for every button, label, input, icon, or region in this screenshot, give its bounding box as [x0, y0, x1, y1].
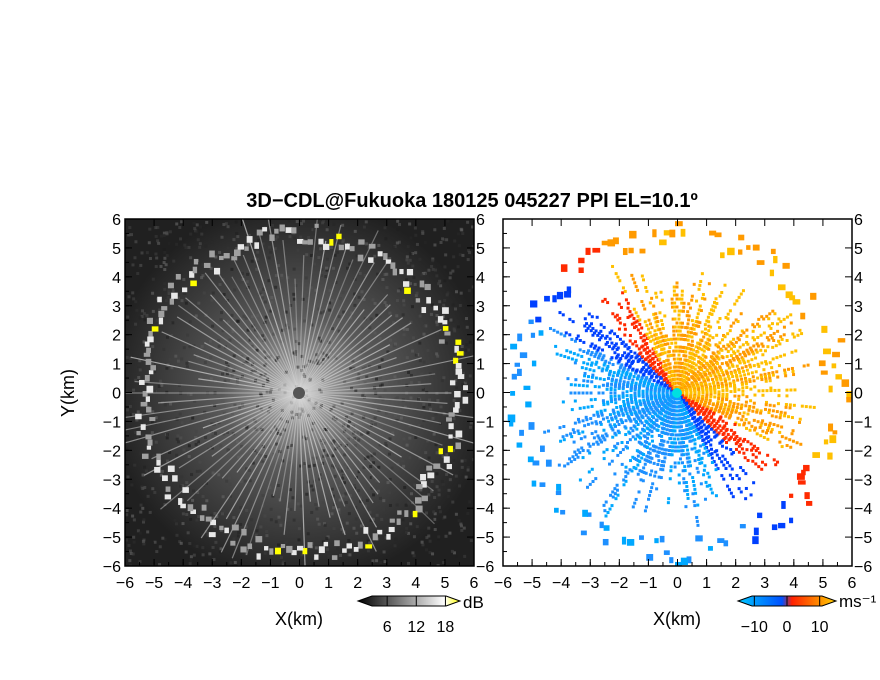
reflectivity-echo-ring [135, 223, 469, 560]
x-tick-label: −1 [639, 575, 657, 592]
y-tick-label-right: 3 [476, 299, 485, 316]
y-tick-label-right: 6 [476, 212, 485, 229]
x-tick-label: −5 [145, 575, 163, 592]
y-tick-label-right: 3 [854, 299, 863, 316]
x-tick-label: −3 [581, 575, 599, 592]
x-tick-label: −6 [116, 575, 134, 592]
x-tick-label: 4 [789, 575, 798, 592]
chart-title: 3D−CDL@Fukuoka 180125 045227 PPI EL=10.1… [246, 190, 698, 212]
reflectivity-rays [125, 219, 474, 566]
y-tick-label-right: 4 [854, 270, 863, 287]
y-tick-label: 4 [112, 270, 121, 287]
x-tick-label: 6 [470, 575, 479, 592]
y-tick-label: 0 [112, 386, 121, 403]
x-tick-label: 4 [411, 575, 420, 592]
y-tick-label-right: 5 [476, 241, 485, 258]
radar-site-marker [293, 387, 305, 399]
reflectivity-ylabel: Y(km) [58, 369, 78, 417]
velocity-echo-ring [507, 221, 852, 566]
radar-site-marker-velocity [672, 388, 682, 398]
x-tick-label: 2 [731, 575, 740, 592]
y-tick-label: −6 [103, 559, 121, 576]
y-tick-label-right: 2 [476, 328, 485, 345]
velocity-rays [543, 264, 816, 527]
reflectivity-panel: −6 −5 −4 −3 −2 −1 0 1 2 3 4 5 66 65 54 43 32 21 10 0−1 −1−2−… [58, 212, 494, 629]
x-tick-label: −1 [261, 575, 279, 592]
colorbar-tick-label: 12 [407, 619, 425, 636]
y-tick-label-right: −4 [854, 501, 872, 518]
y-tick-label-right: 2 [854, 328, 863, 345]
x-tick-label: 0 [295, 575, 304, 592]
y-tick-label-right: 4 [476, 270, 485, 287]
y-tick-label-right: −1 [476, 414, 494, 431]
colorbar-tick-label: 0 [783, 619, 792, 636]
velocity-xlabel: X(km) [653, 609, 701, 629]
velocity-colorbar: −10 0 10 ms⁻¹ [736, 592, 877, 636]
y-tick-label: −1 [103, 414, 121, 431]
y-tick-label-right: −5 [854, 530, 872, 547]
y-tick-label: 5 [112, 241, 121, 258]
y-tick-label-right: −1 [854, 414, 872, 431]
y-tick-label-right: −4 [476, 501, 494, 518]
colorbar-tick-label: 18 [437, 619, 455, 636]
colorbar-tick-label: 10 [811, 619, 829, 636]
x-tick-label: 1 [324, 575, 333, 592]
colorbar-tick-label: −10 [741, 619, 768, 636]
x-tick-label: 3 [760, 575, 769, 592]
y-tick-label-right: −3 [476, 472, 494, 489]
x-tick-label: 3 [382, 575, 391, 592]
y-tick-label: −2 [103, 443, 121, 460]
y-tick-label: 1 [112, 357, 121, 374]
y-tick-label: −5 [103, 530, 121, 547]
x-tick-label: −2 [232, 575, 250, 592]
y-tick-label-right: 1 [854, 357, 863, 374]
y-tick-label: 3 [112, 299, 121, 316]
y-tick-label: −4 [103, 501, 121, 518]
y-tick-label-right: 0 [476, 386, 485, 403]
y-tick-label-right: −3 [854, 472, 872, 489]
colorbar-tick-label: 6 [383, 619, 392, 636]
y-tick-label-right: −6 [476, 559, 494, 576]
velocity-colorbar-unit: ms⁻¹ [839, 592, 877, 611]
reflectivity-xlabel: X(km) [275, 609, 323, 629]
x-tick-label: −4 [552, 575, 570, 592]
x-tick-label: 5 [818, 575, 827, 592]
y-tick-label-right: 5 [854, 241, 863, 258]
x-tick-label: −3 [203, 575, 221, 592]
y-tick-label: 6 [112, 212, 121, 229]
y-tick-label-right: 1 [476, 357, 485, 374]
velocity-panel: −6 −5 −4 −3 −2 −1 0 1 2 3 4 5 6 6 5 4 3 2 1 0 −1 −2 −3 −4 −5 −6 X… [494, 212, 872, 629]
y-tick-label-right: 6 [854, 212, 863, 229]
x-tick-label: −2 [610, 575, 628, 592]
x-tick-label: 5 [440, 575, 449, 592]
y-tick-label-right: −6 [854, 559, 872, 576]
y-tick-label: 2 [112, 328, 121, 345]
x-tick-label: 6 [848, 575, 857, 592]
x-tick-label: −4 [174, 575, 192, 592]
x-tick-label: −5 [523, 575, 541, 592]
x-tick-label: 0 [673, 575, 682, 592]
x-tick-label: −6 [494, 575, 512, 592]
reflectivity-colorbar-unit: dB [463, 593, 484, 612]
y-tick-label-right: 0 [854, 386, 863, 403]
x-tick-label: 2 [353, 575, 362, 592]
y-tick-label: −3 [103, 472, 121, 489]
y-tick-label-right: −5 [476, 530, 494, 547]
y-tick-label-right: −2 [476, 443, 494, 460]
x-tick-label: 1 [702, 575, 711, 592]
reflectivity-colorbar: 6 12 18 dB [356, 593, 484, 636]
y-tick-label-right: −2 [854, 443, 872, 460]
